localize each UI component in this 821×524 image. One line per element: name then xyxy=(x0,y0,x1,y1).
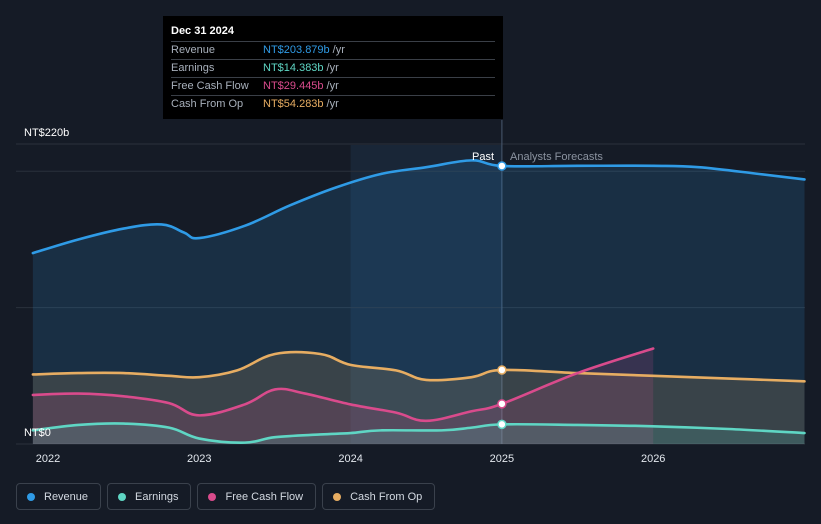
past-label: Past xyxy=(472,151,494,163)
tooltip-row-revenue: Revenue NT$203.879b /yr xyxy=(171,41,495,59)
legend-item-cash-from-op[interactable]: Cash From Op xyxy=(322,483,436,510)
cash-from-op-line xyxy=(31,350,806,383)
legend-label: Free Cash Flow xyxy=(225,490,304,503)
tooltip-row-earnings: Earnings NT$14.383b /yr xyxy=(171,59,495,77)
cash-from-op-dot-icon xyxy=(333,492,342,501)
tooltip-label: Free Cash Flow xyxy=(171,80,249,92)
tooltip-unit: /yr xyxy=(326,98,339,110)
x-tick-label: 2023 xyxy=(187,453,211,465)
legend-label: Cash From Op xyxy=(350,490,423,503)
tooltip-value: NT$203.879b xyxy=(263,44,330,56)
x-tick-label: 2026 xyxy=(641,453,665,465)
earnings-marker xyxy=(497,419,507,430)
free-cash-flow-dot-icon xyxy=(208,492,217,501)
revenue-marker xyxy=(497,161,507,171)
earnings-area xyxy=(32,423,805,444)
tooltip-label: Cash From Op xyxy=(171,98,244,110)
x-tick-label: 2025 xyxy=(490,453,514,465)
x-tick-label: 2024 xyxy=(338,453,362,465)
free-cash-flow-marker xyxy=(497,399,507,409)
tooltip-unit: /yr xyxy=(326,80,339,92)
tooltip-date: Dec 31 2024 xyxy=(171,25,234,37)
tooltip-value: NT$54.283b xyxy=(263,98,324,110)
revenue-dot-icon xyxy=(27,492,35,501)
y-axis-top-label: NT$220b xyxy=(24,127,69,139)
tooltip-row-free-cash-flow: Free Cash Flow NT$29.445b /yr xyxy=(171,77,495,95)
tooltip: Dec 31 2024 Revenue NT$203.879b /yr Earn… xyxy=(163,16,503,119)
tooltip-label: Earnings xyxy=(171,62,215,74)
x-tick-label: 2022 xyxy=(36,453,60,465)
legend-item-earnings[interactable]: Earnings xyxy=(107,483,192,510)
legend-label: Earnings xyxy=(135,490,179,503)
forecast-label: Analysts Forecasts xyxy=(510,151,603,163)
legend: Revenue Earnings Free Cash Flow Cash Fro… xyxy=(16,483,436,510)
past-highlight-band xyxy=(350,145,502,444)
legend-label: Revenue xyxy=(44,490,89,503)
legend-item-free-cash-flow[interactable]: Free Cash Flow xyxy=(197,483,317,510)
tooltip-value: NT$29.445b xyxy=(263,80,324,92)
earnings-dot-icon xyxy=(118,492,127,501)
tooltip-unit: /yr xyxy=(332,44,345,56)
free-cash-flow-area xyxy=(32,348,654,444)
cash-from-op-marker xyxy=(497,365,507,375)
revenue-line xyxy=(31,159,806,255)
tooltip-unit: /yr xyxy=(326,62,339,74)
legend-item-revenue[interactable]: Revenue xyxy=(16,483,102,510)
tooltip-label: Revenue xyxy=(171,44,216,56)
tooltip-value: NT$14.383b xyxy=(263,62,324,74)
y-axis-bottom-label: NT$0 xyxy=(24,427,51,439)
forecast-region xyxy=(501,145,805,444)
tooltip-row-cash-from-op: Cash From Op NT$54.283b /yr xyxy=(171,95,495,113)
earnings-line xyxy=(31,422,806,444)
